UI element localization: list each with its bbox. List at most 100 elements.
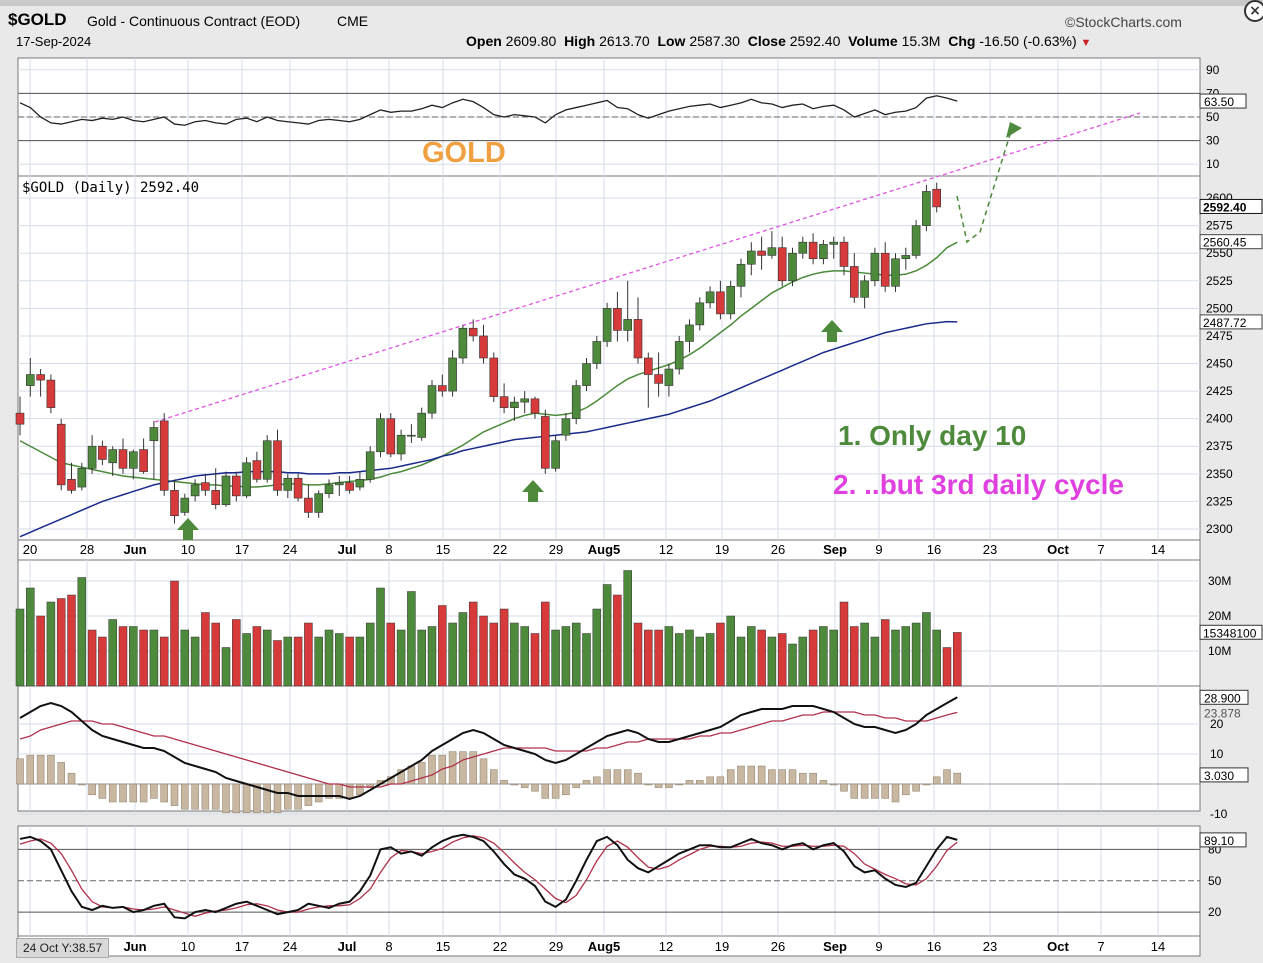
- date-tick-label-lower: 10: [181, 939, 195, 954]
- candle-body: [510, 401, 519, 408]
- volume-value-label: 15348100: [1203, 626, 1257, 640]
- close-icon[interactable]: ×: [1244, 0, 1263, 22]
- volume-bar: [953, 632, 962, 687]
- stoch-value-box: [1199, 832, 1247, 848]
- volume-bar: [15, 608, 25, 687]
- cursor-readout: 24 Oct Y:38.57: [16, 938, 110, 958]
- volume-bar: [252, 626, 262, 687]
- volume-bar: [695, 636, 705, 687]
- volume-bar: [747, 626, 756, 687]
- volume-bar: [211, 622, 220, 687]
- candle-body: [170, 490, 179, 517]
- candle-body: [922, 191, 931, 226]
- stockcharts-brand: ©StockCharts.com: [1065, 14, 1182, 30]
- candle-body: [56, 423, 66, 486]
- macd-histogram-bar: [551, 783, 560, 799]
- macd-histogram-bar: [98, 783, 107, 799]
- rsi-line: [19, 95, 958, 126]
- ma-short-line: [19, 241, 958, 488]
- chart-date: 17-Sep-2024: [16, 34, 92, 49]
- date-tick-label: 8: [385, 542, 392, 557]
- volume-bar: [448, 622, 457, 687]
- volume-bar: [777, 633, 787, 687]
- close-value: 2592.40: [789, 33, 841, 49]
- candle-body: [870, 252, 880, 282]
- volume-bar: [932, 629, 941, 687]
- candle-body: [839, 241, 849, 267]
- macd-histogram-bar: [448, 751, 457, 785]
- date-tick-label: 26: [771, 542, 785, 557]
- macd-histogram-bar: [891, 783, 900, 803]
- macd-histogram-bar: [490, 769, 498, 785]
- macd-histogram-bar: [191, 783, 199, 810]
- volume-bar: [407, 591, 416, 687]
- date-tick-label-lower: 14: [1151, 939, 1165, 954]
- volume-bar: [129, 626, 138, 687]
- volume-bar: [551, 629, 560, 687]
- candle-body: [25, 374, 35, 386]
- price-legend: $GOLD (Daily) 2592.40: [22, 180, 199, 196]
- date-tick-label: 24: [283, 542, 297, 557]
- volume-bar: [304, 622, 313, 687]
- candle-body: [520, 398, 530, 403]
- macd-histogram-bar: [932, 776, 941, 785]
- macd-histogram-bar: [119, 783, 127, 803]
- volume-bar: [489, 622, 499, 687]
- volume-bar: [633, 622, 643, 687]
- macd-histogram-bar: [757, 765, 766, 785]
- macd-histogram-bar: [819, 780, 828, 785]
- volume-bar: [262, 629, 272, 687]
- macd-value-label: 3.030: [1204, 769, 1234, 783]
- volume-bar: [98, 636, 107, 687]
- macd-signal-value-label: 23.878: [1204, 706, 1241, 720]
- volume-bar: [180, 629, 190, 687]
- date-tick-label: Oct: [1047, 542, 1069, 557]
- volume-bar: [159, 636, 169, 687]
- volume-bar: [880, 619, 890, 687]
- date-tick-label-lower: Aug5: [588, 939, 621, 954]
- macd-histogram-bar: [160, 783, 168, 803]
- volume-bar: [396, 629, 406, 687]
- stoch-tick-label: 50: [1208, 874, 1222, 888]
- candle-body: [551, 440, 560, 469]
- volume-bar: [541, 601, 550, 687]
- date-tick-label: 7: [1097, 542, 1104, 557]
- macd-value-box: [1199, 767, 1249, 783]
- open-value: 2609.80: [505, 33, 557, 49]
- candle-body: [304, 497, 313, 513]
- price-axis-value-label: 2592.40: [1203, 200, 1247, 214]
- projection-arrowhead: [1006, 122, 1022, 138]
- candle-body: [530, 398, 540, 414]
- candle-body: [849, 266, 859, 298]
- macd-histogram-bar: [273, 783, 282, 814]
- volume-bar: [911, 622, 921, 687]
- macd-histogram-bar: [479, 758, 488, 785]
- macd-histogram-bar: [922, 783, 931, 786]
- candle-body: [911, 225, 921, 256]
- macd-histogram-bar: [129, 783, 138, 803]
- macd-histogram-bar: [57, 762, 65, 785]
- candle-body: [561, 418, 571, 436]
- volume-bar: [438, 605, 447, 687]
- volume-bar: [355, 636, 365, 687]
- rsi-tick-label: 50: [1206, 110, 1220, 124]
- date-tick-label-lower: 15: [436, 939, 450, 954]
- macd-histogram-bar: [809, 772, 817, 785]
- volume-bar: [139, 629, 148, 687]
- date-tick-label-lower: 19: [715, 939, 729, 954]
- macd-histogram-bar: [459, 751, 467, 785]
- macd-histogram-bar: [469, 751, 477, 785]
- volume-bar: [664, 626, 674, 687]
- candle-body: [540, 416, 550, 469]
- macd-histogram-bar: [593, 776, 601, 785]
- candle-body: [46, 379, 56, 408]
- volume-bar: [654, 629, 663, 687]
- date-tick-label-lower: 7: [1097, 939, 1104, 954]
- macd-histogram-bar: [67, 772, 76, 785]
- candle-body: [221, 475, 231, 506]
- price-tick-label: 2525: [1206, 274, 1233, 288]
- candle-body: [901, 255, 911, 260]
- volume-bar: [716, 622, 725, 687]
- candle-body: [777, 247, 787, 282]
